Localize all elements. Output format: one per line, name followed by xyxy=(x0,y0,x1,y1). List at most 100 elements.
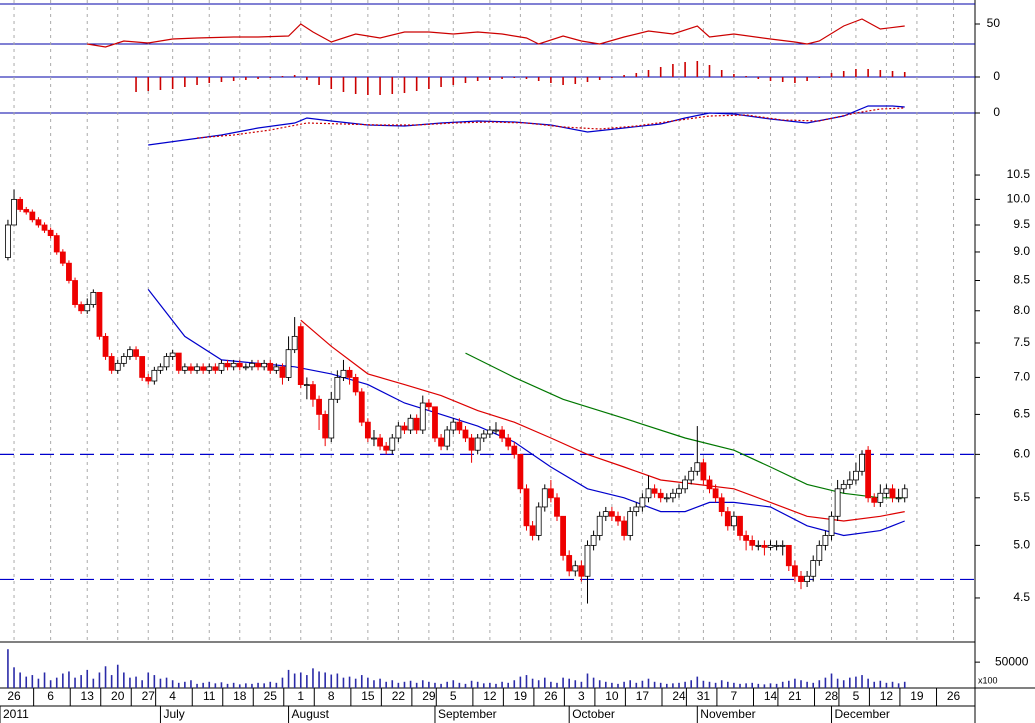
x-tick-label: 19 xyxy=(514,689,528,703)
candle-body xyxy=(334,377,341,400)
x-tick-label: 8 xyxy=(328,689,335,703)
bar xyxy=(269,681,272,688)
candle-body xyxy=(468,437,475,451)
bar xyxy=(330,77,333,89)
bar xyxy=(733,74,735,77)
bar xyxy=(464,77,467,83)
bar xyxy=(214,683,217,688)
y-tick-label: 50 xyxy=(987,16,1001,30)
bar xyxy=(739,683,741,688)
candle-body xyxy=(499,429,505,439)
candle-body xyxy=(785,544,792,567)
month-label: September xyxy=(438,707,497,721)
candle-body xyxy=(615,515,621,522)
bar xyxy=(403,77,406,93)
candle-body xyxy=(657,492,664,499)
candle-body xyxy=(584,544,591,577)
candle-body xyxy=(462,429,469,439)
bar xyxy=(568,678,570,688)
bar xyxy=(306,77,308,80)
candle-body xyxy=(621,520,627,536)
x-tick-label: 1 xyxy=(297,689,304,703)
candle-body xyxy=(212,366,219,371)
candle-body xyxy=(41,224,48,231)
candle-body xyxy=(377,437,383,447)
bar xyxy=(678,682,680,688)
bar xyxy=(586,673,589,688)
bar xyxy=(415,77,418,91)
candle-body xyxy=(224,362,231,368)
candle-body xyxy=(682,479,689,490)
month-label: July xyxy=(163,707,184,721)
bar xyxy=(367,77,369,95)
x-tick-label: 26 xyxy=(7,689,21,703)
bar xyxy=(232,77,235,81)
bar xyxy=(617,683,619,688)
bar xyxy=(849,677,851,688)
bar xyxy=(49,680,52,688)
candle-body xyxy=(17,198,24,210)
x-tick-label: 27 xyxy=(142,689,156,703)
candle-body xyxy=(859,453,865,472)
bar xyxy=(428,681,430,688)
candle-body xyxy=(865,449,872,499)
x-tick-label: 31 xyxy=(697,689,711,703)
candle-body xyxy=(853,470,859,481)
bar xyxy=(659,67,662,77)
bar xyxy=(141,680,143,688)
candle-body xyxy=(651,488,658,494)
candle-body xyxy=(700,462,707,481)
y-tick-label: 8.0 xyxy=(1013,303,1030,317)
x-tick-label: 12 xyxy=(880,689,894,703)
bar xyxy=(598,680,601,688)
bar xyxy=(861,675,863,688)
bar xyxy=(354,678,357,688)
bar xyxy=(434,682,436,688)
bar xyxy=(788,680,790,688)
bar xyxy=(757,77,760,79)
bar xyxy=(104,666,107,688)
candle-body xyxy=(175,352,182,371)
candle-body xyxy=(120,356,127,364)
candle-body xyxy=(194,366,200,371)
bar xyxy=(550,681,552,688)
bar xyxy=(818,77,821,78)
candle-body xyxy=(779,544,786,547)
bar xyxy=(763,684,766,688)
candle-body xyxy=(84,304,91,312)
candle-body xyxy=(261,362,268,368)
candle-body xyxy=(303,384,310,387)
bar xyxy=(86,669,89,688)
bar xyxy=(208,681,211,688)
bar xyxy=(879,70,882,77)
bar xyxy=(519,676,522,688)
bar xyxy=(556,682,558,688)
candle-body xyxy=(755,544,762,547)
candle-body xyxy=(517,453,524,490)
candle-body xyxy=(816,544,823,561)
bar xyxy=(123,672,125,688)
bar xyxy=(171,680,174,688)
bar xyxy=(672,683,674,688)
candle-body xyxy=(541,488,548,508)
y-tick-label: 6.0 xyxy=(1013,447,1030,461)
bar xyxy=(891,681,894,688)
line-series xyxy=(148,105,905,146)
bar xyxy=(794,678,796,688)
candle-body xyxy=(627,511,634,536)
month-label: October xyxy=(572,707,615,721)
candle-body xyxy=(401,425,408,431)
y-tick-label: 0 xyxy=(993,69,1000,83)
bar xyxy=(62,673,64,688)
candle-body xyxy=(798,575,804,582)
bar xyxy=(452,680,455,688)
candle-body xyxy=(188,366,194,371)
bar xyxy=(812,682,815,688)
bar xyxy=(379,77,381,95)
candle-body xyxy=(633,506,640,512)
candle-body xyxy=(450,421,457,431)
bar xyxy=(769,683,772,688)
bar xyxy=(836,678,839,688)
bar xyxy=(879,680,882,688)
